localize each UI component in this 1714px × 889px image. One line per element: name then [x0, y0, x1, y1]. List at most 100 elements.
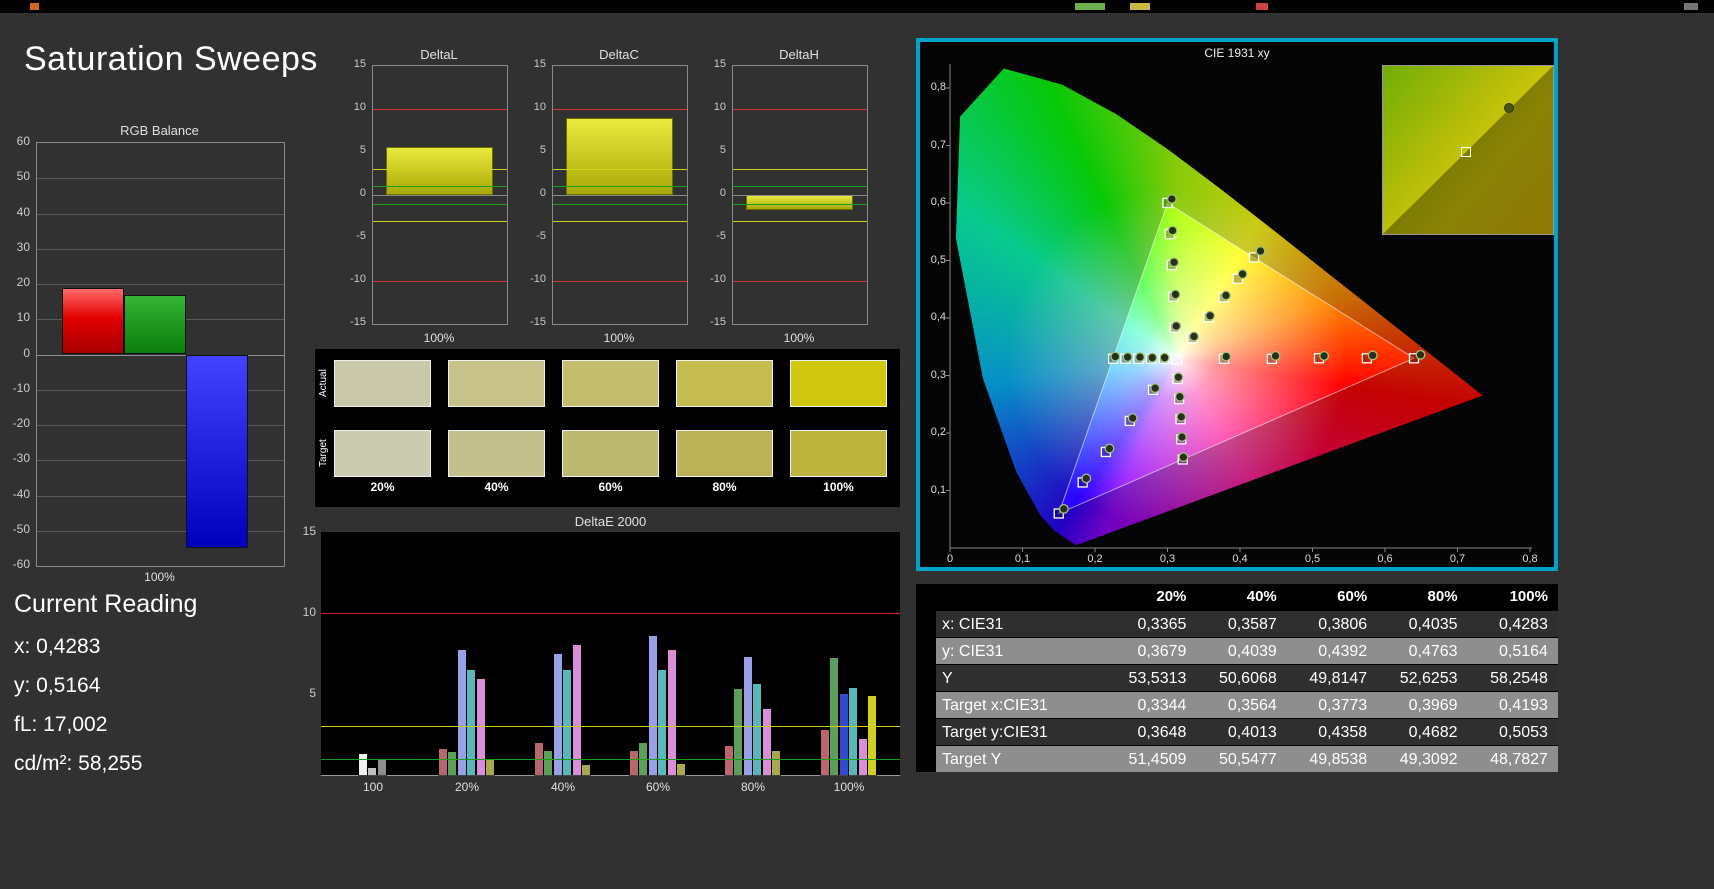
measured-marker-cyan [1159, 352, 1170, 363]
y-tick-label: 20 [16, 275, 30, 289]
swatch-actual [676, 360, 773, 407]
swatch-actual [790, 360, 887, 407]
delta_h-title: DeltaH [779, 47, 819, 62]
delta_l-chart[interactable] [372, 65, 508, 325]
measured-marker-green [1169, 257, 1179, 268]
y-tick-label: -60 [12, 557, 30, 571]
deltae2000-chart[interactable] [321, 532, 900, 777]
y-tick-label: 0,1 [930, 483, 946, 496]
table-header-row: 20% 40% 60% 80% 100% [916, 584, 1558, 610]
deltae-bar [437, 748, 448, 776]
top-bar-marker [30, 3, 39, 10]
rgb-bar-red [62, 287, 124, 355]
table-row-label: Y [942, 670, 953, 687]
y-tick-label: 0,3 [930, 368, 946, 381]
table-cell: 0,3679 [1137, 643, 1187, 660]
limit-line [553, 109, 687, 110]
limit-line [373, 109, 507, 110]
deltae-bar [742, 655, 753, 776]
table-row: Target x:CIE31 0,3344 0,3564 0,3773 0,3969 0,… [916, 691, 1558, 718]
y-tick-label: 0,7 [930, 138, 946, 151]
table-cell: 0,5053 [1499, 724, 1548, 741]
y-tick-label: -5 [356, 230, 366, 242]
gridline [37, 213, 284, 215]
measured-marker-cyan [1147, 352, 1158, 363]
deltae-bar [357, 752, 368, 776]
measured-marker-red [1319, 351, 1330, 361]
x-tick-label: 80% [740, 780, 766, 794]
y-tick-label: -40 [12, 486, 30, 501]
measured-marker-red [1367, 350, 1378, 361]
swatch-col-label: 80% [712, 480, 737, 494]
delta_l-bar [386, 146, 493, 195]
table-cell: 50,6068 [1218, 670, 1277, 687]
cie-1931-panel[interactable]: CIE 1931 xy 0 0,1 0,2 0,3 0,4 0,5 0,6 0,7 0,8 0,1… [916, 38, 1558, 571]
table-cell: 0,5164 [1499, 643, 1548, 660]
measured-marker-green [1166, 194, 1177, 204]
swatch-target [562, 430, 659, 477]
top-bar-marker [1075, 3, 1105, 10]
deltae-bar [638, 741, 648, 776]
table-cell: 0,4013 [1227, 724, 1277, 741]
measured-marker-red [1270, 351, 1281, 361]
table-cell: 48,7827 [1490, 751, 1548, 768]
y-tick-label: 5 [309, 686, 316, 700]
reading-y: y: 0,5164 [14, 674, 101, 697]
top-bar-marker [1256, 3, 1268, 10]
top-bar [0, 0, 1714, 13]
deltae-bar [771, 749, 781, 776]
y-tick-label: 50 [16, 169, 30, 184]
deltae-bar [533, 741, 544, 776]
table-header-cell: 60% [1337, 588, 1368, 605]
reading-fl: fL: 17,002 [14, 713, 108, 736]
table-lead-cell [916, 719, 936, 745]
rgb-balance-chart[interactable] [36, 142, 285, 567]
y-tick-label: -5 [716, 230, 726, 242]
limit-line [321, 613, 900, 614]
deltae-bar [666, 649, 677, 776]
deltae-bar [723, 744, 734, 776]
limit-line [373, 169, 507, 171]
measured-marker-magenta [1176, 411, 1187, 422]
table-cell: 49,8147 [1309, 670, 1368, 687]
measured-marker-blue [1081, 473, 1092, 484]
table-header-cell: 80% [1427, 588, 1458, 605]
table-cell: 0,4283 [1499, 616, 1548, 633]
limit-line [733, 203, 867, 205]
deltae-bar [543, 749, 553, 776]
table-header-cell: 40% [1246, 588, 1277, 605]
x-tick-label: 100 [362, 780, 384, 794]
y-tick-label: 5 [359, 144, 366, 156]
measured-marker-blue [1104, 443, 1115, 454]
measured-marker-magenta [1173, 372, 1184, 383]
y-tick-label: 10 [302, 605, 316, 619]
y-tick-label: -15 [710, 316, 726, 328]
reading-x: x: 0,4283 [14, 635, 101, 658]
table-cell: 50,5477 [1218, 751, 1277, 768]
y-tick-label: -50 [12, 521, 30, 536]
rgb-bar-green [124, 294, 186, 355]
delta_c-bar [566, 117, 673, 195]
x-tick-label: 20% [454, 780, 480, 794]
measured-marker-magenta [1174, 391, 1185, 402]
deltae-bar [456, 649, 467, 776]
deltae-bar [628, 749, 639, 776]
table-cell: 0,3773 [1318, 697, 1368, 714]
y-tick-label: 15 [533, 58, 546, 70]
swatch-actual [334, 360, 431, 407]
y-tick-label: -10 [12, 380, 30, 395]
delta_c-chart[interactable] [552, 65, 688, 325]
y-tick-label: 0 [719, 187, 726, 199]
table-cell: 53,5313 [1128, 670, 1187, 687]
table-cell: 0,3587 [1227, 616, 1277, 633]
swatch-actual [562, 360, 659, 407]
table-row-label: y: CIE31 [942, 643, 1004, 660]
deltae-bar [761, 707, 772, 776]
x-tick-label: 100% [833, 780, 865, 794]
cie-title: CIE 1931 xy [1204, 46, 1270, 60]
gridline [37, 460, 284, 462]
deltae-bar [466, 668, 476, 776]
delta_h-chart[interactable] [732, 65, 868, 325]
x-tick-label: 0,1 [1014, 553, 1031, 565]
saturation-swatches-panel[interactable]: Actual Target 20% 40% 60% 80% 100% [315, 349, 900, 507]
